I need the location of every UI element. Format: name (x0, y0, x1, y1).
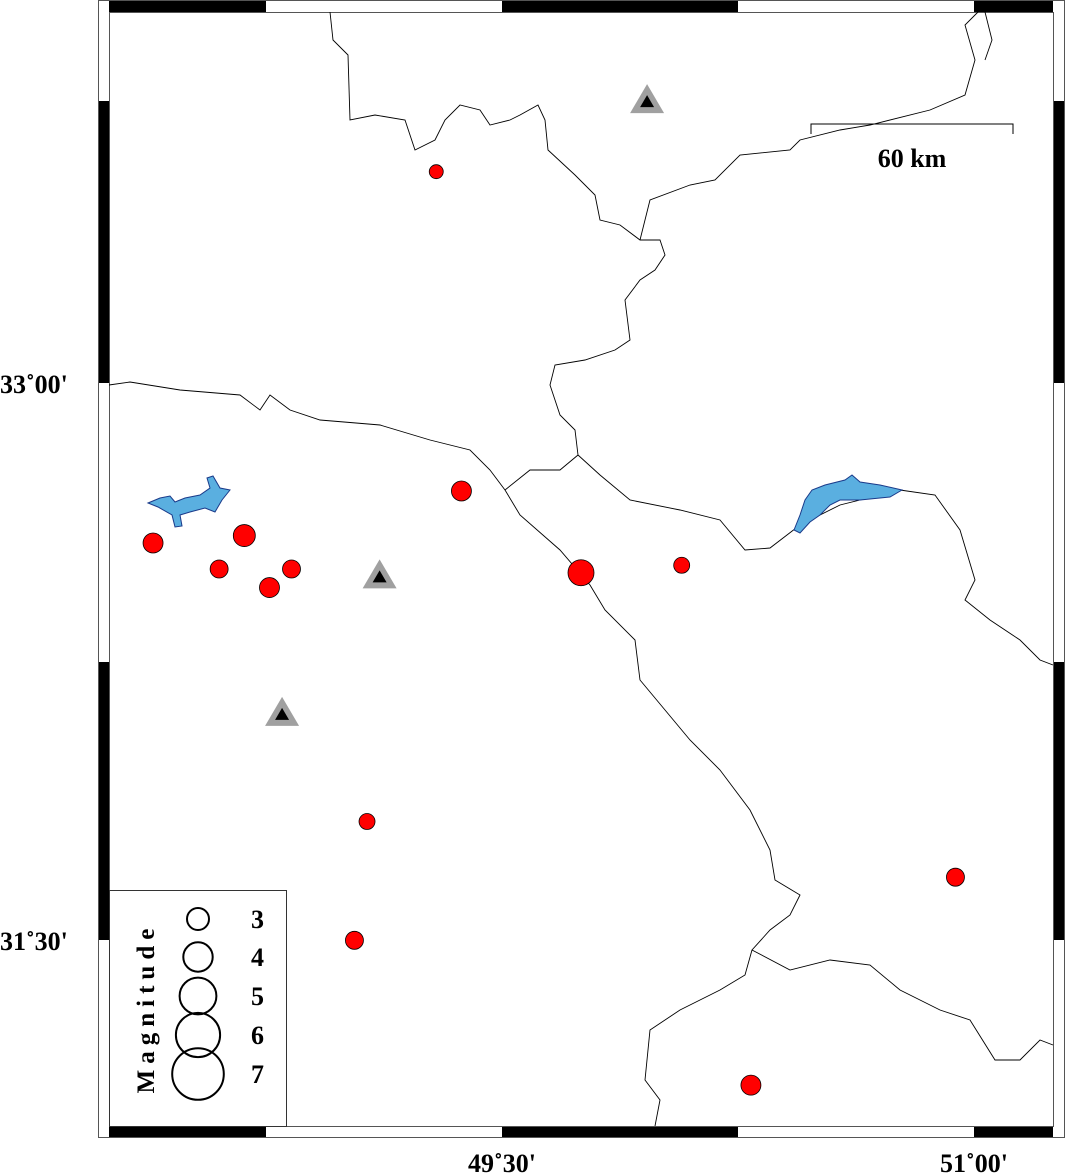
station-triangle-icon (362, 559, 397, 589)
province-borders (108, 11, 1054, 1127)
legend: Magnitude 3 4 5 6 7 (109, 890, 287, 1127)
lon-label-49-30: 49˚30' (468, 1149, 536, 1175)
legend-label: 6 (251, 1021, 264, 1050)
legend-label: 5 (251, 982, 264, 1011)
map-frame (98, 0, 1065, 1138)
earthquake-marker (282, 559, 301, 579)
lat-label-31-30: 31˚30' (0, 927, 68, 956)
legend-title: Magnitude (133, 923, 160, 1094)
earthquake-marker (740, 1074, 762, 1096)
legend-label: 7 (251, 1060, 264, 1089)
legend-circle (186, 907, 210, 931)
earthquake-marker (358, 813, 376, 830)
earthquake-marker (567, 559, 595, 587)
earthquake-marker (232, 524, 256, 547)
earthquake-marker (428, 164, 444, 180)
earthquake-marker (259, 577, 280, 598)
earthquake-marker (345, 930, 364, 950)
lake-west (146, 475, 231, 528)
legend-label: 3 (251, 905, 264, 934)
earthquake-marker (946, 867, 965, 887)
legend-circle (171, 1047, 225, 1101)
earthquakes (142, 164, 965, 1096)
earthquake-marker (209, 559, 229, 579)
stations (265, 84, 665, 726)
station-triangle-icon (265, 696, 300, 726)
earthquake-marker (673, 556, 691, 574)
earthquake-marker (451, 480, 472, 502)
lakes (146, 474, 904, 534)
scale-bar-label: 60 km (878, 144, 947, 173)
legend-label: 4 (251, 943, 264, 972)
lake-east (793, 474, 904, 534)
lon-label-51-00: 51˚00' (940, 1149, 1008, 1175)
earthquake-marker (142, 532, 164, 554)
station-triangle-icon (630, 84, 665, 114)
legend-circle (182, 941, 214, 973)
lat-label-33-00: 33˚00' (0, 370, 68, 399)
legend-circle (178, 976, 218, 1016)
scale-bar: 60 km (810, 123, 1014, 173)
legend-circle (174, 1011, 222, 1059)
